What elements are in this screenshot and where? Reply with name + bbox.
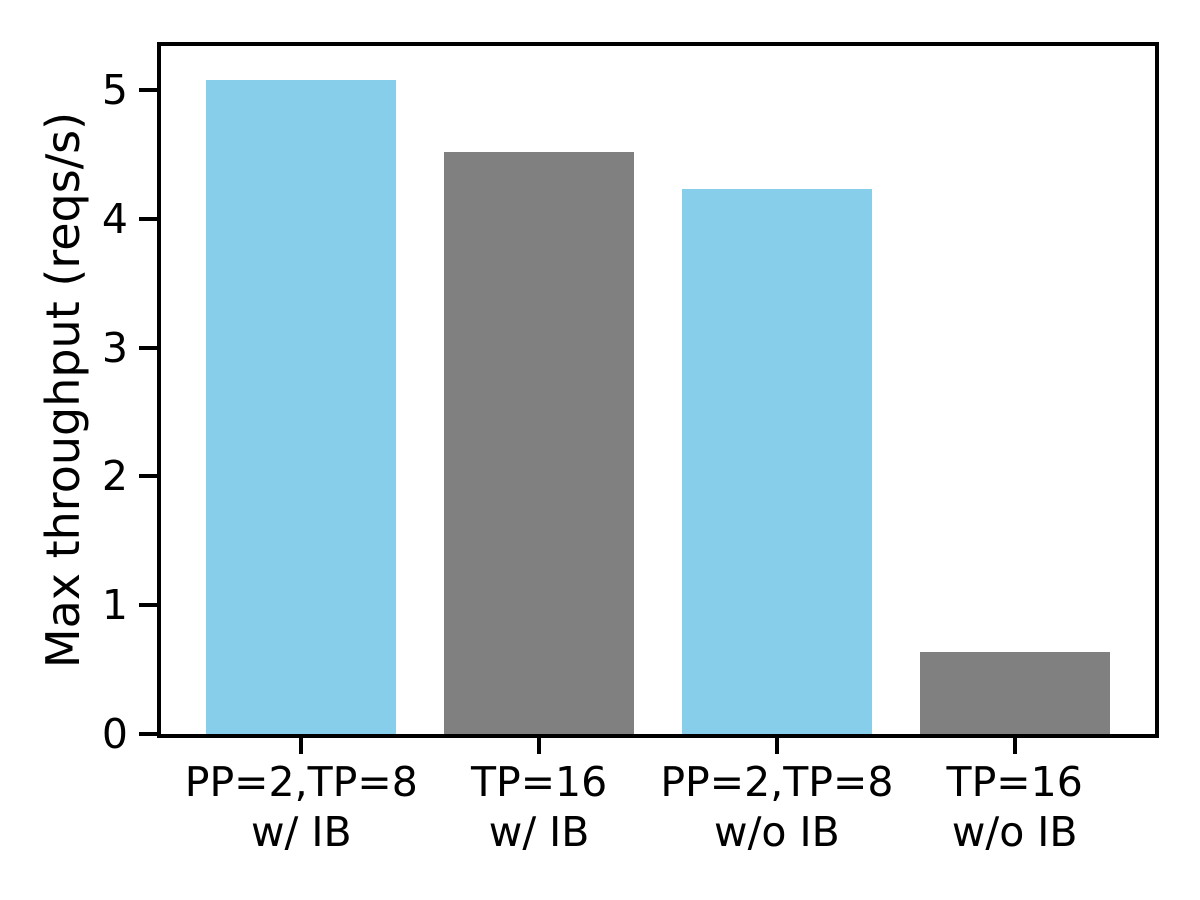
- y-tick-4: [139, 216, 157, 221]
- bar-4: [919, 651, 1110, 734]
- y-tick-label-4: 4: [101, 194, 128, 243]
- x-tick-label-4: TP=16 w/o IB: [946, 758, 1083, 856]
- bar-2: [444, 151, 635, 734]
- y-tick-label-5: 5: [101, 65, 128, 114]
- x-tick-label-3: PP=2,TP=8 w/o IB: [660, 758, 894, 856]
- x-tick-4: [1012, 738, 1017, 754]
- y-tick-0: [139, 732, 157, 736]
- y-tick-label-3: 3: [101, 323, 128, 372]
- y-tick-label-0: 0: [101, 710, 128, 758]
- y-tick-5: [139, 87, 157, 92]
- bar-1: [206, 79, 397, 734]
- y-tick-label-1: 1: [101, 581, 128, 630]
- y-tick-label-2: 2: [101, 452, 128, 501]
- bar-3: [681, 189, 872, 734]
- x-tick-label-1: PP=2,TP=8 w/ IB: [184, 758, 418, 856]
- x-tick-2: [537, 738, 542, 754]
- y-tick-3: [139, 345, 157, 350]
- x-tick-label-2: TP=16 w/ IB: [470, 758, 608, 856]
- y-tick-2: [139, 474, 157, 479]
- plot-area: [157, 42, 1159, 738]
- x-tick-1: [299, 738, 304, 754]
- x-tick-3: [774, 738, 779, 754]
- y-tick-1: [139, 603, 157, 608]
